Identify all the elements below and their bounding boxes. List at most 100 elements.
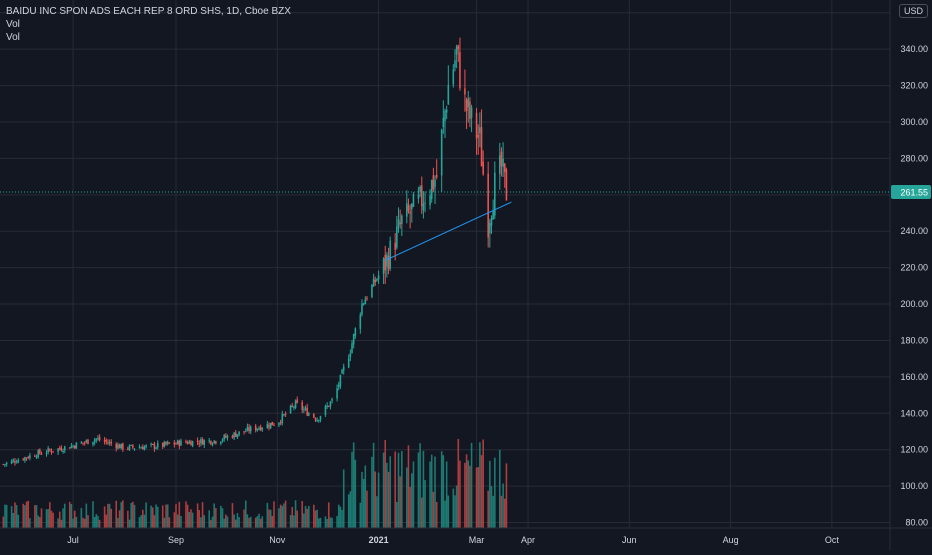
- candle-body: [107, 442, 109, 444]
- volume-bar: [92, 501, 94, 528]
- y-tick-label: 80.00: [905, 518, 928, 528]
- candle-body: [25, 457, 28, 459]
- candle-body: [47, 448, 49, 453]
- candle-body: [85, 440, 88, 443]
- volume-bar: [342, 469, 345, 528]
- candle-body: [95, 438, 98, 440]
- volume-bar: [301, 501, 303, 528]
- candle-body: [409, 211, 411, 214]
- volume-bar: [198, 509, 201, 528]
- candle-body: [352, 334, 355, 345]
- candle-body: [429, 195, 431, 206]
- volume-bar: [339, 506, 342, 528]
- volume-bar: [329, 517, 332, 528]
- volume-bar: [349, 491, 352, 528]
- volume-bar: [318, 518, 320, 528]
- volume-bar: [372, 442, 375, 528]
- candle-body: [502, 158, 504, 167]
- candle-body: [289, 405, 292, 414]
- volume-bar: [191, 512, 194, 528]
- volume-bar: [215, 508, 217, 528]
- volume-bar: [354, 459, 357, 528]
- volume-bar: [118, 510, 121, 528]
- volume-bar: [50, 510, 53, 528]
- candle-body: [432, 175, 435, 190]
- legend-volume-1[interactable]: Vol: [6, 19, 20, 30]
- candle-body: [223, 435, 225, 440]
- volume-bar: [254, 517, 257, 528]
- legend-volume-2[interactable]: Vol: [6, 32, 20, 43]
- candle-body: [180, 440, 182, 446]
- currency-button[interactable]: USD: [898, 4, 928, 18]
- candle-body: [389, 240, 391, 269]
- candle-body: [503, 163, 506, 172]
- candle-body: [173, 442, 176, 445]
- candle-body: [37, 450, 39, 458]
- volume-bar: [161, 505, 164, 528]
- volume-bar: [246, 514, 249, 528]
- candle-body: [210, 440, 212, 445]
- candle-body: [34, 455, 36, 457]
- candle-body: [401, 215, 403, 224]
- x-tick-label: Apr: [521, 535, 535, 545]
- volume-bar: [248, 517, 250, 528]
- volume-bar: [153, 515, 156, 528]
- volume-bar: [401, 451, 403, 528]
- volume-bar: [308, 506, 310, 528]
- candle-body: [165, 441, 167, 445]
- candle-body: [424, 202, 426, 204]
- y-tick-label: 300.00: [900, 117, 928, 127]
- candle-body: [49, 449, 51, 451]
- candle-body: [110, 442, 113, 444]
- candle-body: [127, 448, 129, 450]
- volume-bar: [143, 514, 146, 528]
- y-tick-label: 200.00: [900, 299, 928, 309]
- volume-bar: [306, 508, 308, 528]
- volume-bar: [175, 504, 177, 528]
- volume-bar: [24, 505, 26, 528]
- candle-body: [500, 151, 503, 167]
- candle-body: [246, 426, 249, 431]
- volume-bar: [386, 462, 388, 528]
- candle-body: [215, 441, 217, 444]
- volume-bar: [337, 504, 340, 528]
- volume-bar: [236, 513, 239, 528]
- candle-body: [422, 203, 425, 211]
- legend-title[interactable]: BAIDU INC SPON ADS EACH REP 8 ORD SHS, 1…: [6, 6, 291, 17]
- volume-bar: [470, 442, 473, 528]
- volume-bar: [234, 519, 237, 528]
- y-tick-label: 320.00: [900, 81, 928, 91]
- volume-bar: [40, 508, 43, 528]
- candle-body: [143, 446, 146, 450]
- candle-body: [273, 425, 275, 427]
- candle-body: [92, 441, 94, 445]
- candle-body: [140, 447, 142, 449]
- volume-bar: [120, 502, 123, 528]
- candle-body: [226, 435, 229, 438]
- candle-body: [318, 419, 320, 421]
- candle-body: [377, 275, 380, 280]
- volume-bar: [364, 465, 367, 528]
- candle-body: [303, 409, 305, 411]
- volume-bar: [377, 472, 380, 528]
- trendline-layer[interactable]: [385, 201, 512, 261]
- volume-bar: [57, 518, 59, 528]
- candle-body: [319, 416, 322, 420]
- candle-body: [211, 443, 214, 445]
- candle-body: [83, 442, 86, 444]
- volume-bar: [467, 460, 470, 528]
- volume-bar: [271, 515, 274, 528]
- volume-bar: [103, 506, 106, 528]
- volume-bar: [479, 442, 481, 528]
- volume-bar: [178, 501, 181, 528]
- volume-bar: [156, 506, 159, 528]
- candle-body: [489, 222, 491, 234]
- candle-body: [394, 242, 396, 250]
- volume-bar: [259, 518, 262, 528]
- candle-body: [278, 422, 280, 426]
- y-tick-label: 220.00: [900, 263, 928, 273]
- volume-bar: [331, 517, 333, 528]
- trendline[interactable]: [385, 201, 512, 261]
